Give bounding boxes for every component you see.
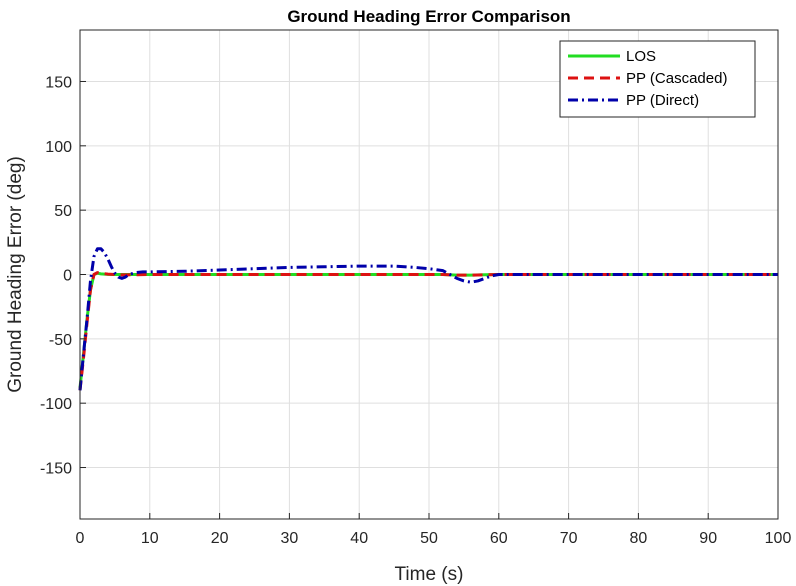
- legend-entry-2: PP (Direct): [626, 92, 699, 109]
- y-tick-label: 0: [63, 268, 72, 285]
- y-tick-label: -50: [49, 332, 72, 349]
- legend-entry-0: LOS: [626, 48, 656, 65]
- legend: LOS PP (Cascaded) PP (Direct): [559, 40, 756, 118]
- chart-title: Ground Heading Error Comparison: [287, 7, 570, 26]
- y-axis-label: Ground Heading Error (deg): [5, 156, 26, 393]
- y-tick-label: 100: [45, 139, 72, 156]
- y-tick-label: 50: [54, 203, 72, 220]
- x-tick-label: 0: [76, 530, 85, 547]
- series-line-1: [78, 271, 778, 391]
- x-tick-label: 10: [141, 530, 159, 547]
- tick-labels: 0 10 20 30 40 50 60 70 80 90 100 -150 -100 -50 0 50 100 1…: [40, 74, 791, 547]
- x-tick-label: 70: [560, 530, 578, 547]
- x-tick-label: 50: [420, 530, 438, 547]
- x-tick-label: 20: [211, 530, 229, 547]
- x-tick-label: 100: [765, 530, 792, 547]
- x-tick-label: 60: [490, 530, 508, 547]
- series-layer: [78, 247, 778, 391]
- legend-entry-1: PP (Cascaded): [626, 70, 727, 87]
- x-axis-label: Time (s): [395, 564, 464, 585]
- y-tick-label: 150: [45, 74, 72, 91]
- series-line-2: [78, 247, 778, 391]
- x-tick-label: 40: [350, 530, 368, 547]
- x-tick-label: 80: [630, 530, 648, 547]
- y-tick-label: -150: [40, 461, 72, 478]
- x-tick-label: 30: [281, 530, 299, 547]
- x-tick-label: 90: [699, 530, 717, 547]
- y-tick-label: -100: [40, 396, 72, 413]
